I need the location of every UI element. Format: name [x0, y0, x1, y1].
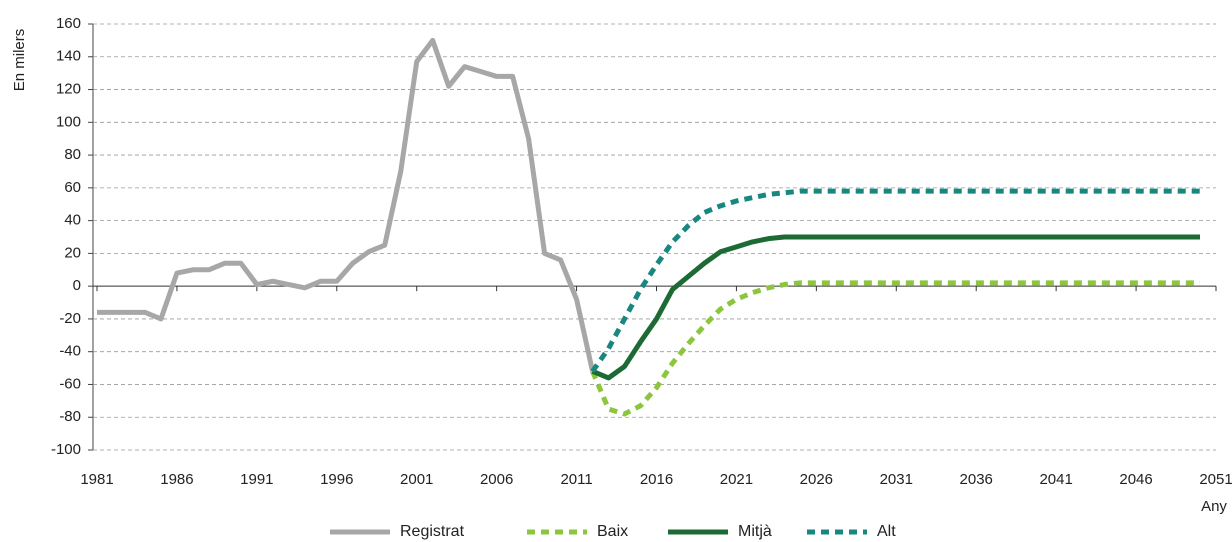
legend-label: Baix [597, 523, 628, 540]
series-line [97, 37, 595, 372]
y-tick-label: -100 [51, 441, 81, 458]
y-tick-label: 40 [64, 212, 81, 229]
y-tick-label: 20 [64, 244, 81, 261]
x-tick-label: 2036 [960, 471, 993, 488]
x-tick-label: 1981 [80, 471, 113, 488]
x-tick-label: 2016 [640, 471, 673, 488]
x-tick-label: 2046 [1119, 471, 1152, 488]
legend-label: Registrat [400, 523, 465, 540]
x-tick-label: 2041 [1039, 471, 1072, 488]
series-line [590, 280, 1201, 417]
y-axis-label: En milers [11, 29, 28, 92]
y-tick-label: 0 [73, 277, 81, 294]
x-tick-label: 2026 [800, 471, 833, 488]
y-tick-label: 60 [64, 179, 81, 196]
legend-label: Mitjà [738, 523, 772, 540]
x-tick-label: 2021 [720, 471, 753, 488]
x-tick-label: 2031 [880, 471, 913, 488]
y-tick-label: 120 [56, 81, 81, 98]
x-tick-label: 2051 [1199, 471, 1232, 488]
x-tick-label: 2006 [480, 471, 513, 488]
x-tick-label: 2011 [560, 471, 592, 488]
y-tick-label: 100 [56, 113, 81, 130]
y-tick-label: -20 [59, 310, 81, 327]
x-axis-label: Any [1201, 498, 1227, 515]
y-tick-label: 80 [64, 146, 81, 163]
x-tick-label: 1991 [240, 471, 273, 488]
x-tick-label: 1996 [320, 471, 353, 488]
series-line [590, 188, 1201, 373]
series-line [591, 234, 1201, 381]
y-tick-label: -80 [59, 408, 81, 425]
y-tick-label: -40 [59, 343, 81, 360]
y-tick-label: 140 [56, 48, 81, 65]
x-tick-label: 1986 [160, 471, 193, 488]
y-tick-label: 160 [56, 15, 81, 32]
x-tick-label: 2001 [400, 471, 433, 488]
y-tick-label: -60 [59, 375, 81, 392]
legend-label: Alt [877, 523, 896, 540]
